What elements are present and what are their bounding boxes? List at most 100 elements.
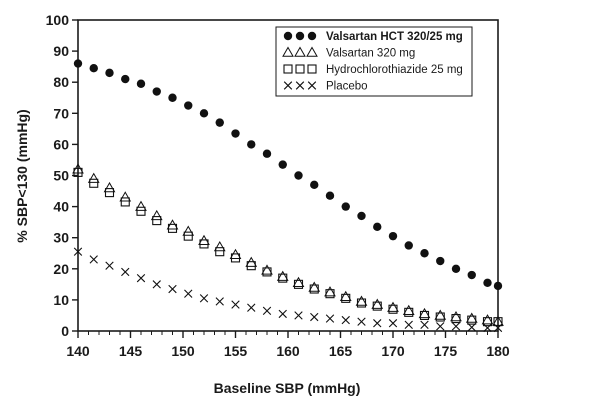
data-point bbox=[152, 216, 162, 226]
legend-marker bbox=[283, 31, 293, 41]
data-point bbox=[167, 223, 178, 233]
data-point bbox=[136, 79, 146, 88]
data-point bbox=[493, 317, 503, 327]
data-point bbox=[89, 64, 98, 73]
data-point bbox=[215, 118, 224, 127]
data-point bbox=[184, 289, 193, 298]
data-point bbox=[230, 253, 241, 263]
legend-marker bbox=[282, 46, 294, 57]
data-point bbox=[278, 309, 287, 319]
data-point bbox=[199, 109, 209, 118]
series-2 bbox=[73, 167, 503, 327]
data-point bbox=[310, 312, 319, 322]
data-point bbox=[436, 256, 445, 266]
data-point bbox=[467, 270, 476, 280]
data-point bbox=[483, 278, 492, 287]
x-axis-ticks: 140 145 150 155 160 165 170 175 180 bbox=[66, 331, 510, 359]
data-point bbox=[493, 281, 503, 291]
x-tick-label: 170 bbox=[381, 343, 405, 359]
data-point bbox=[493, 323, 503, 333]
data-point bbox=[451, 264, 461, 273]
data-point bbox=[73, 59, 83, 68]
y-tick-label: 60 bbox=[53, 136, 69, 152]
data-point bbox=[278, 273, 288, 283]
data-point bbox=[215, 297, 224, 306]
data-point bbox=[150, 209, 163, 221]
data-point bbox=[73, 247, 83, 256]
data-point bbox=[341, 315, 350, 325]
data-point bbox=[373, 319, 382, 328]
data-point bbox=[357, 211, 366, 221]
x-tick-label: 160 bbox=[276, 343, 300, 359]
legend-label: Placebo bbox=[326, 81, 368, 93]
data-point bbox=[73, 167, 83, 177]
data-point bbox=[168, 93, 177, 102]
data-point bbox=[121, 74, 130, 84]
data-point bbox=[339, 290, 352, 302]
y-tick-label: 40 bbox=[53, 199, 69, 215]
data-point bbox=[261, 264, 273, 275]
data-point bbox=[276, 270, 289, 281]
data-point bbox=[436, 322, 445, 331]
legend-marker bbox=[307, 81, 317, 90]
legend: Valsartan HCT 320/25 mg Valsartan 320 mg H… bbox=[275, 26, 473, 97]
data-point bbox=[372, 301, 382, 311]
y-tick-label: 0 bbox=[61, 323, 69, 339]
data-point bbox=[87, 172, 100, 183]
data-point bbox=[292, 276, 305, 288]
data-point bbox=[309, 284, 319, 294]
series-1 bbox=[72, 163, 504, 326]
data-point bbox=[135, 200, 147, 211]
data-point bbox=[357, 317, 366, 326]
data-point bbox=[183, 231, 193, 241]
data-point bbox=[325, 314, 335, 323]
series-layer bbox=[72, 59, 504, 333]
data-point bbox=[325, 289, 335, 299]
x-tick-label: 140 bbox=[66, 343, 90, 359]
data-point bbox=[419, 310, 430, 321]
data-point bbox=[262, 267, 272, 277]
legend-label: Valsartan 320 mg bbox=[326, 48, 415, 60]
data-point bbox=[418, 307, 431, 319]
data-point bbox=[482, 317, 493, 327]
legend-marker bbox=[283, 81, 293, 90]
data-point bbox=[387, 301, 399, 312]
data-point bbox=[104, 188, 115, 198]
series-3 bbox=[73, 247, 503, 333]
y-axis-ticks: 0 10 20 30 40 50 60 70 80 90 100 bbox=[46, 12, 78, 339]
legend-label: Hydrochlorothiazide 25 mg bbox=[326, 64, 463, 76]
data-point bbox=[341, 202, 350, 211]
legend-marker bbox=[306, 46, 318, 57]
data-point bbox=[388, 231, 398, 241]
data-point bbox=[199, 239, 209, 249]
data-point bbox=[136, 273, 146, 283]
data-point bbox=[120, 197, 130, 207]
x-tick-label: 165 bbox=[329, 343, 353, 359]
y-tick-label: 50 bbox=[53, 168, 69, 184]
y-tick-label: 10 bbox=[53, 292, 69, 308]
data-point bbox=[341, 293, 351, 303]
data-point bbox=[310, 180, 319, 190]
data-point bbox=[308, 281, 321, 292]
data-point bbox=[434, 309, 447, 320]
data-point bbox=[404, 241, 413, 250]
y-tick-label: 100 bbox=[46, 12, 70, 28]
data-point bbox=[325, 191, 335, 200]
data-point bbox=[404, 307, 414, 317]
data-point bbox=[89, 178, 99, 188]
data-point bbox=[119, 191, 132, 202]
data-point bbox=[294, 311, 303, 320]
x-tick-label: 175 bbox=[434, 343, 458, 359]
data-point bbox=[136, 206, 146, 216]
data-point bbox=[465, 312, 478, 323]
x-tick-label: 155 bbox=[224, 343, 248, 359]
data-point bbox=[103, 181, 116, 193]
data-point bbox=[388, 304, 398, 314]
data-point bbox=[105, 68, 114, 78]
data-point bbox=[168, 284, 177, 294]
data-point bbox=[402, 304, 415, 316]
x-tick-label: 145 bbox=[119, 343, 143, 359]
y-tick-label: 80 bbox=[53, 74, 69, 90]
y-tick-label: 70 bbox=[53, 105, 69, 121]
